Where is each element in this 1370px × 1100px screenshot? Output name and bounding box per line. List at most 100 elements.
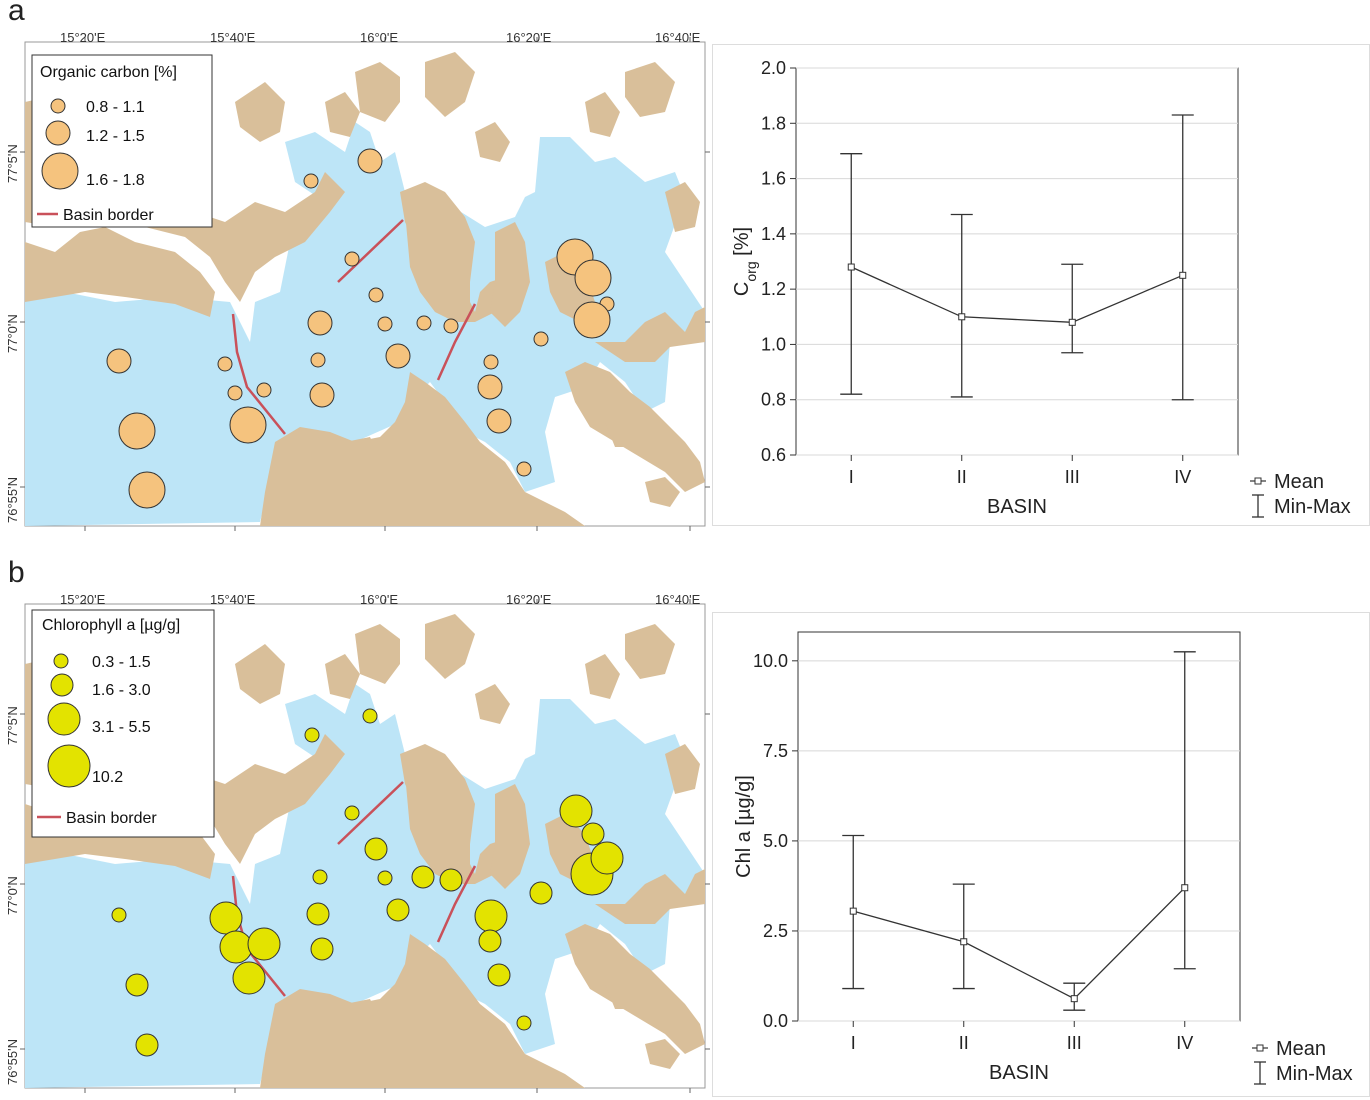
sample-point: [486, 408, 512, 434]
sample-point: [477, 374, 503, 400]
lon-label: 16°0'E: [360, 30, 398, 45]
legend-title: Organic carbon [%]: [40, 64, 177, 81]
sample-point: [416, 315, 432, 331]
sample-point: [443, 318, 459, 334]
sample-point: [516, 461, 532, 477]
legend-class-4: 10.2: [92, 769, 123, 786]
y-tick-label: 2.0: [761, 58, 786, 78]
legend-class-2: 1.6 - 3.0: [92, 682, 151, 699]
mean-point: [849, 907, 857, 915]
lat-label: 76°55'N: [5, 477, 20, 523]
sample-point: [232, 961, 266, 995]
lat-label: 77°0'N: [5, 314, 20, 353]
sample-point: [368, 287, 384, 303]
legend-title: Chlorophyll a [µg/g]: [42, 617, 180, 634]
sample-point: [307, 310, 333, 336]
y-axis-label: Chl a [µg/g]: [733, 775, 755, 878]
x-tick-label: II: [957, 467, 967, 487]
sample-point: [304, 727, 320, 743]
sample-point: [516, 1015, 532, 1031]
lon-label: 16°20'E: [506, 30, 552, 45]
legend-border-label: Basin border: [66, 810, 157, 827]
sample-point: [111, 907, 127, 923]
mean-point: [1070, 995, 1078, 1003]
map-legend: Organic carbon [%] 0.8 - 1.1 1.2 - 1.5 1…: [31, 54, 213, 228]
legend-symbol-xlarge: [47, 744, 91, 788]
sample-point: [309, 382, 335, 408]
map-legend: Chlorophyll a [µg/g] 0.3 - 1.5 1.6 - 3.0…: [31, 609, 215, 838]
y-tick-label: 0.0: [763, 1011, 788, 1031]
y-tick-label: 0.6: [761, 445, 786, 465]
sample-point: [573, 301, 611, 339]
lon-label: 16°0'E: [360, 592, 398, 607]
legend-class-3: 3.1 - 5.5: [92, 719, 151, 736]
sample-point: [344, 251, 360, 267]
x-axis-label: BASIN: [987, 496, 1047, 518]
y-axis-label: Corg [%]: [731, 227, 759, 296]
mean-point: [847, 263, 855, 271]
legend-mean-label: Mean: [1276, 1038, 1326, 1060]
sample-point: [483, 354, 499, 370]
legend-mean-marker: [1256, 1044, 1264, 1052]
legend-class-1: 0.8 - 1.1: [86, 99, 145, 116]
mean-point: [960, 938, 968, 946]
lon-label: 16°40'E: [655, 592, 701, 607]
lon-label: 16°20'E: [506, 592, 552, 607]
sample-point: [303, 173, 319, 189]
lat-label: 77°0'N: [5, 876, 20, 915]
legend-symbol-small: [50, 98, 66, 114]
panel-letter-a: a: [8, 0, 25, 27]
sample-point: [362, 708, 378, 724]
sample-point: [219, 930, 253, 964]
sample-point: [581, 822, 605, 846]
sample-point: [411, 865, 435, 889]
sample-point: [125, 973, 149, 997]
lon-label: 16°40'E: [655, 30, 701, 45]
legend-minmax-label: Min-Max: [1276, 1063, 1353, 1085]
legend-mean-marker: [1254, 477, 1262, 485]
legend-symbol-large: [47, 702, 81, 736]
x-tick-label: I: [851, 1033, 856, 1053]
sample-point: [344, 805, 360, 821]
sample-point: [478, 929, 502, 953]
sea-area: [25, 122, 705, 526]
sample-point: [118, 412, 156, 450]
sample-point: [217, 356, 233, 372]
x-tick-label: IV: [1174, 467, 1191, 487]
x-axis-label: BASIN: [989, 1062, 1049, 1084]
mean-line: [853, 887, 1186, 1000]
lon-label: 15°20'E: [60, 30, 106, 45]
sample-point: [229, 406, 267, 444]
x-tick-label: IV: [1176, 1033, 1193, 1053]
sample-point: [247, 927, 281, 961]
panel-letter-b: b: [8, 556, 25, 589]
sea-area: [25, 684, 705, 1088]
legend-border-label: Basin border: [63, 207, 154, 224]
plot-area: [797, 631, 1241, 1022]
sample-point: [385, 343, 411, 369]
x-tick-label: III: [1067, 1033, 1082, 1053]
legend-symbol-medium: [50, 673, 74, 697]
x-tick-label: I: [849, 467, 854, 487]
legend-mean-label: Mean: [1274, 471, 1324, 493]
y-tick-label: 5.0: [763, 831, 788, 851]
sample-point: [306, 902, 330, 926]
sample-point: [227, 385, 243, 401]
mean-point: [1181, 884, 1189, 892]
mean-line: [850, 266, 1184, 323]
legend-minmax-label: Min-Max: [1274, 496, 1351, 518]
sample-point: [377, 870, 393, 886]
y-tick-label: 7.5: [763, 741, 788, 761]
sample-point: [312, 869, 328, 885]
sample-point: [439, 868, 463, 892]
sample-point: [135, 1033, 159, 1057]
y-tick-label: 0.8: [761, 390, 786, 410]
sample-point: [310, 937, 334, 961]
y-tick-label: 1.4: [761, 224, 786, 244]
y-tick-label: 2.5: [763, 921, 788, 941]
y-tick-label: 1.8: [761, 113, 786, 133]
sample-point: [487, 963, 511, 987]
legend-symbol-small: [53, 653, 69, 669]
sample-point: [209, 901, 243, 935]
sample-point: [377, 316, 393, 332]
